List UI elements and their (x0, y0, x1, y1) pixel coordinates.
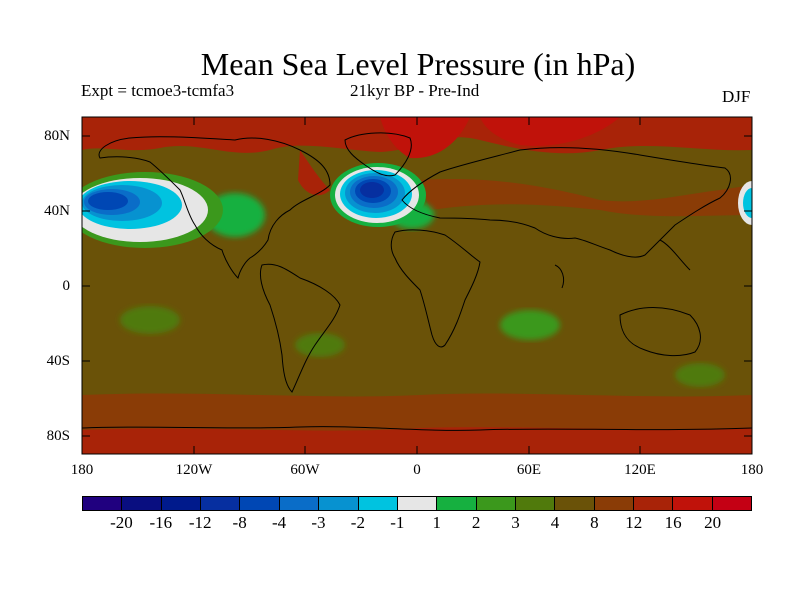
colorbar-cell (122, 497, 162, 510)
season-label: DJF (722, 87, 751, 106)
map-title: Mean Sea Level Pressure (in hPa) (200, 46, 636, 82)
lat-tick-0: 0 (62, 278, 71, 294)
lon-tick-60e: 60E (516, 462, 542, 478)
antarctic-band (82, 427, 752, 454)
lat-tick-80s: 80S (46, 428, 70, 444)
lat-tick-80n: 80N (44, 128, 70, 144)
colorbar-cell (712, 497, 752, 510)
tick-marks (82, 117, 752, 454)
colorbar-label: 20 (704, 513, 722, 532)
colorbar-label: 2 (471, 513, 481, 532)
colorbar-label: 8 (590, 513, 599, 532)
eurasia-band (420, 179, 752, 217)
australia-patch (675, 363, 725, 387)
colorbar-cell (476, 497, 516, 510)
colorbar-label: -1 (390, 513, 405, 532)
colorbar-cell (240, 497, 280, 510)
colorbar-label: -20 (110, 513, 133, 532)
north-america-coast (98, 136, 331, 279)
south-pacific-patch (120, 306, 180, 334)
colorbar-cell (515, 497, 556, 510)
siberia-max (480, 117, 620, 146)
colorbar-label: -12 (188, 513, 212, 532)
coastlines (82, 132, 752, 431)
lon-tick-60w: 60W (290, 462, 320, 478)
eurasia-coast (401, 147, 731, 258)
lon-tick-0: 0 (413, 462, 421, 478)
north-atlantic-low (330, 163, 426, 227)
experiment-label: Expt = tcmoe3-tcmfa3 (81, 81, 235, 100)
colorbar-label: -16 (149, 513, 173, 532)
lon-tick-120w: 120W (175, 462, 213, 478)
colorbar-cell (161, 497, 202, 510)
north-pacific-low-east (738, 181, 752, 225)
colorbar-label: 1 (432, 513, 441, 532)
africa-coast (390, 229, 481, 348)
north-pacific-low (82, 172, 223, 248)
colorbar-cell (437, 497, 477, 510)
australia-coast (619, 307, 701, 357)
lat-tick-40s: 40S (46, 353, 70, 369)
antarctica-coast (82, 426, 752, 431)
lon-tick-180w: 180 (70, 462, 94, 478)
greenland-max (380, 117, 470, 159)
colorbar-label: -8 (232, 513, 247, 532)
colorbar-cell (201, 497, 241, 510)
south-america-coast (259, 263, 341, 393)
colorbar-label: 16 (664, 513, 682, 532)
south-atlantic-patch (295, 333, 345, 357)
colorbar-cell (594, 497, 635, 510)
period-label: 21kyr BP - Pre-Ind (350, 81, 480, 100)
colorbar-cell (397, 497, 438, 510)
colorbar (82, 496, 752, 511)
colorbar-cell (319, 497, 359, 510)
pressure-field (82, 117, 752, 454)
colorbar-cell (555, 497, 595, 510)
greenland-coast (344, 132, 412, 177)
lon-tick-180e: 180 (740, 462, 764, 478)
colorbar-label: 4 (550, 513, 560, 532)
colorbar-cell (634, 497, 674, 510)
colorbar-label: 12 (625, 513, 643, 532)
colorbar-cell (279, 497, 320, 510)
colorbar-label: -4 (271, 513, 287, 532)
colorbar-label: -3 (311, 513, 326, 532)
labrador-anomaly (298, 150, 330, 196)
madagascar-coast (554, 264, 565, 289)
indonesia-coast (659, 239, 691, 271)
colorbar-label: 3 (511, 513, 520, 532)
colorbar-cell (83, 497, 123, 510)
colorbar-cell (673, 497, 713, 510)
lon-tick-120e: 120E (624, 462, 656, 478)
colorbar-label: -2 (350, 513, 365, 532)
lat-tick-40n: 40N (44, 203, 70, 219)
indian-ocean-patch (500, 310, 560, 340)
colorbar-cell (358, 497, 398, 510)
